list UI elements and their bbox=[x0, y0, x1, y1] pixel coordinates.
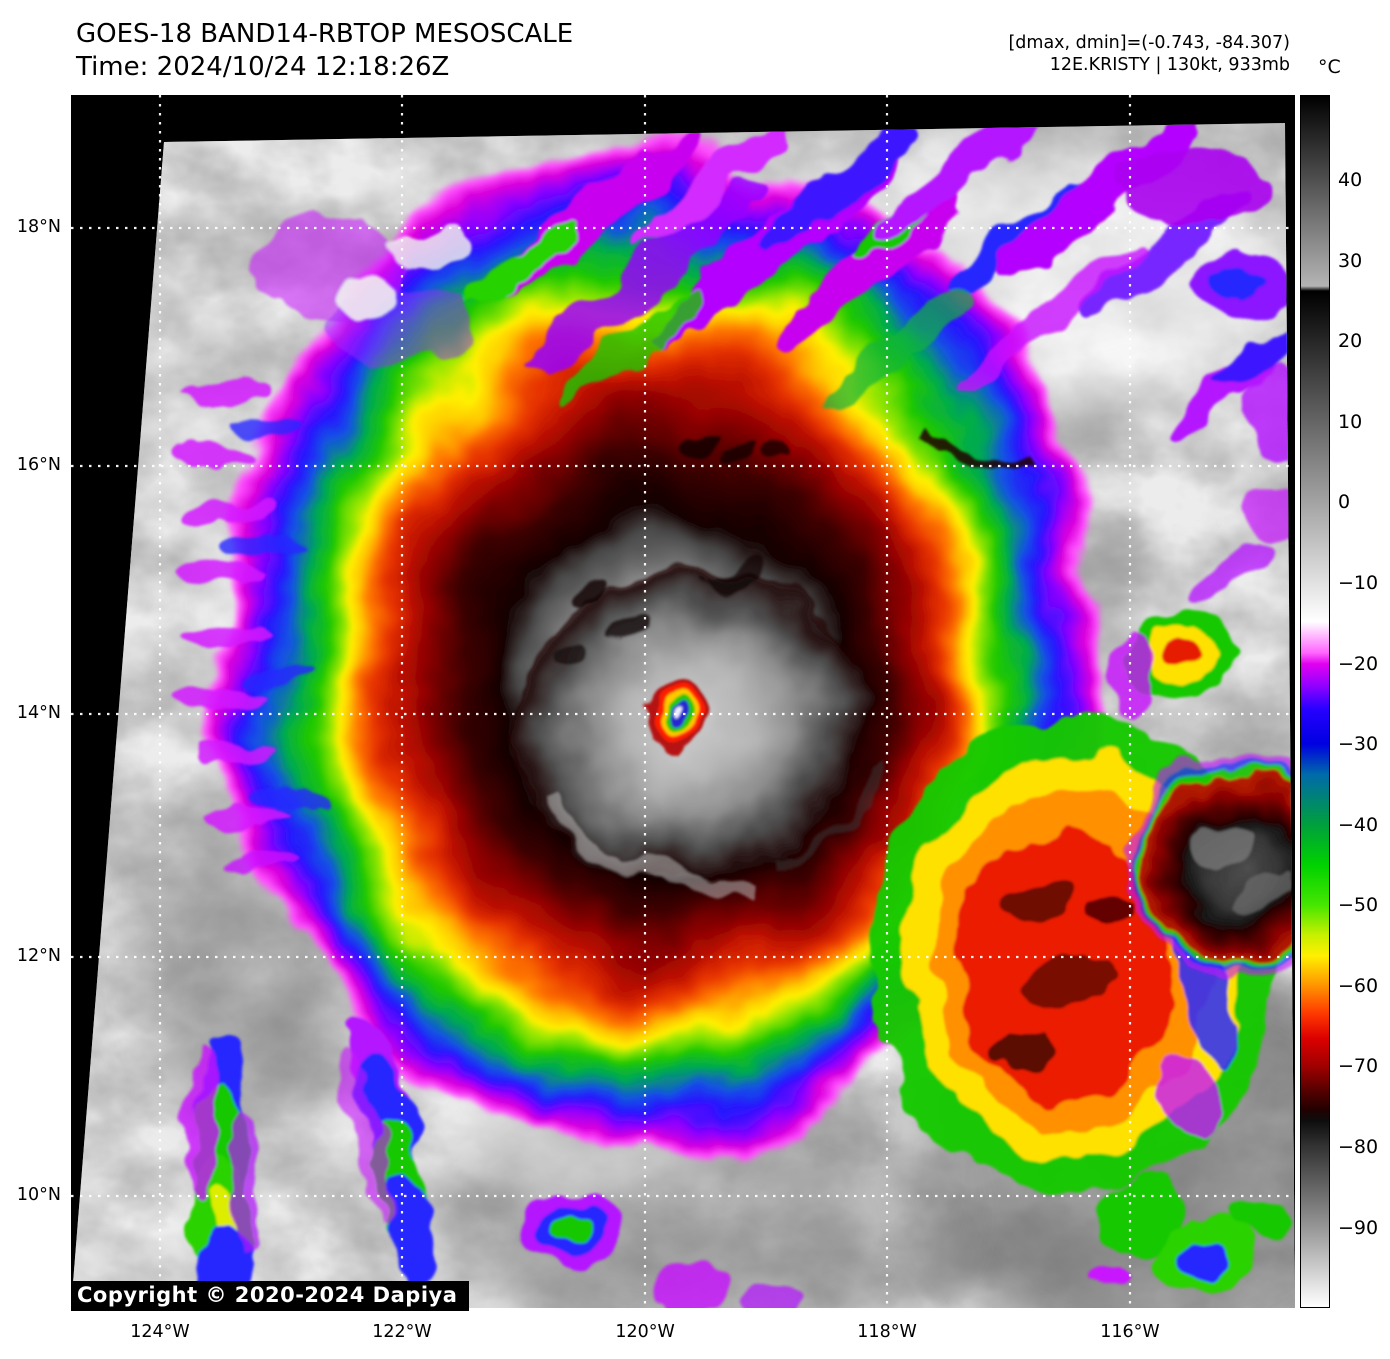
latitude-axis: 18°N 16°N 14°N 12°N 10°N bbox=[0, 95, 66, 1308]
cbar-tick-label: −30 bbox=[1338, 732, 1379, 755]
lat-tick-label: 10°N bbox=[16, 1185, 61, 1206]
lat-tick-label: 18°N bbox=[16, 216, 61, 237]
temperature-colorbar bbox=[1300, 95, 1330, 1308]
cbar-tick-label: 0 bbox=[1338, 490, 1351, 513]
cbar-tick-label: −70 bbox=[1338, 1055, 1379, 1078]
south-bands bbox=[185, 318, 1295, 1308]
north-outflow-streaks bbox=[251, 123, 1295, 465]
longitude-axis: 124°W 122°W 120°W 118°W 116°W bbox=[71, 1322, 1295, 1348]
cbar-tick-label: −40 bbox=[1338, 813, 1379, 836]
storm-rendering bbox=[71, 95, 1295, 1308]
cbar-tick-label: 20 bbox=[1338, 329, 1363, 352]
copyright-banner: Copyright © 2020-2024 Dapiya bbox=[71, 1281, 470, 1311]
east-warm-spot bbox=[1128, 756, 1295, 978]
graticule bbox=[71, 95, 1295, 1308]
cbar-tick-label: −20 bbox=[1338, 652, 1379, 675]
hurricane-eye bbox=[645, 685, 709, 749]
lat-tick-label: 14°N bbox=[16, 702, 61, 723]
timestamp: Time: 2024/10/24 12:18:26Z bbox=[76, 52, 450, 82]
header-left: GOES-18 BAND14-RBTOP MESOSCALE Time: 202… bbox=[76, 18, 573, 84]
satellite-image bbox=[71, 95, 1295, 1308]
storm-info: 12E.KRISTY | 130kt, 933mb bbox=[1049, 55, 1290, 75]
lon-tick-label: 116°W bbox=[1100, 1322, 1160, 1342]
scene bbox=[71, 123, 1295, 1308]
colorbar-unit: °C bbox=[1318, 56, 1341, 78]
cbar-tick-label: −90 bbox=[1338, 1216, 1379, 1239]
cbar-tick-label: −10 bbox=[1338, 571, 1379, 594]
cbar-tick-label: 40 bbox=[1338, 169, 1363, 192]
colorbar-tick-labels: 40 30 20 10 0 −10 −20 −30 −40 −50 −60 −7… bbox=[1338, 95, 1390, 1308]
cbar-tick-label: −60 bbox=[1338, 974, 1379, 997]
cbar-tick-label: −80 bbox=[1338, 1136, 1379, 1159]
west-fringe-fingers bbox=[167, 384, 322, 876]
dmax-dmin-readout: [dmax, dmin]=(-0.743, -84.307) bbox=[1008, 33, 1290, 53]
cbar-tick-label: −50 bbox=[1338, 894, 1379, 917]
lon-tick-label: 118°W bbox=[857, 1322, 917, 1342]
lon-tick-label: 124°W bbox=[130, 1322, 190, 1342]
lon-tick-label: 120°W bbox=[615, 1322, 675, 1342]
lat-tick-label: 16°N bbox=[16, 455, 61, 476]
lat-tick-label: 12°N bbox=[16, 945, 61, 966]
cbar-tick-label: 10 bbox=[1338, 410, 1363, 433]
header-right: [dmax, dmin]=(-0.743, -84.307) 12E.KRIST… bbox=[1008, 32, 1290, 76]
page-title: GOES-18 BAND14-RBTOP MESOSCALE bbox=[76, 19, 574, 49]
lon-tick-label: 122°W bbox=[372, 1322, 432, 1342]
cbar-tick-label: 30 bbox=[1338, 249, 1363, 272]
